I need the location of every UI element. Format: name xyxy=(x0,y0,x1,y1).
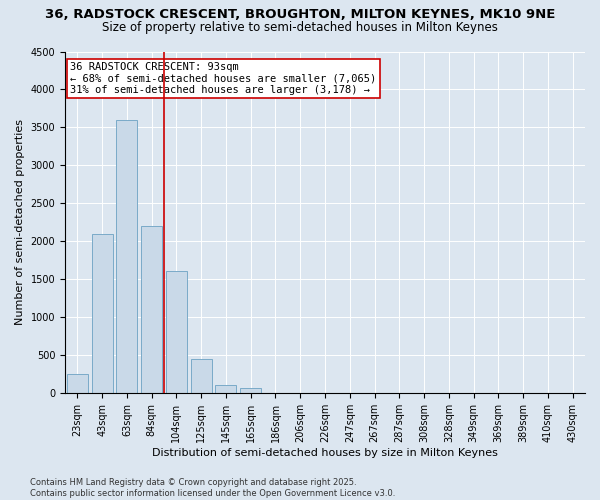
Bar xyxy=(92,234,113,393)
X-axis label: Distribution of semi-detached houses by size in Milton Keynes: Distribution of semi-detached houses by … xyxy=(152,448,498,458)
Bar xyxy=(116,120,137,393)
Text: Contains HM Land Registry data © Crown copyright and database right 2025.
Contai: Contains HM Land Registry data © Crown c… xyxy=(30,478,395,498)
Y-axis label: Number of semi-detached properties: Number of semi-detached properties xyxy=(15,119,25,325)
Text: 36, RADSTOCK CRESCENT, BROUGHTON, MILTON KEYNES, MK10 9NE: 36, RADSTOCK CRESCENT, BROUGHTON, MILTON… xyxy=(45,8,555,20)
Bar xyxy=(240,388,261,393)
Bar xyxy=(166,272,187,393)
Text: 36 RADSTOCK CRESCENT: 93sqm
← 68% of semi-detached houses are smaller (7,065)
31: 36 RADSTOCK CRESCENT: 93sqm ← 68% of sem… xyxy=(70,62,376,95)
Text: Size of property relative to semi-detached houses in Milton Keynes: Size of property relative to semi-detach… xyxy=(102,21,498,34)
Bar xyxy=(191,358,212,393)
Bar xyxy=(215,386,236,393)
Bar xyxy=(67,374,88,393)
Bar xyxy=(141,226,162,393)
